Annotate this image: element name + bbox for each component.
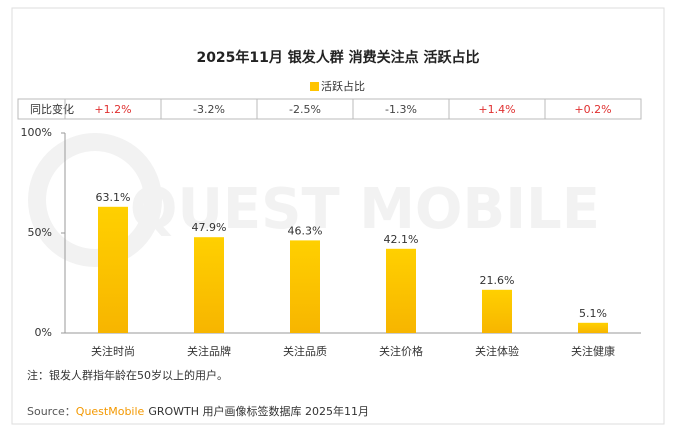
x-tick-label: 关注品牌: [187, 344, 231, 358]
chart-title: 2025年11月 银发人群 消费关注点 活跃占比: [196, 49, 479, 66]
x-tick-label: 关注价格: [379, 344, 423, 358]
watermark-logo: [28, 133, 162, 267]
x-tick-label: 关注体验: [475, 344, 519, 358]
legend-label: 活跃占比: [321, 79, 365, 93]
source-text: GROWTH 用户画像标签数据库 2025年11月: [148, 404, 369, 418]
bar: [98, 206, 128, 333]
note: 注：银发人群指年龄在50岁以上的用户。: [27, 368, 228, 382]
bar: [386, 248, 416, 333]
bar: [578, 322, 608, 333]
frame: [11, 7, 665, 425]
watermark: QUEST MOBILE: [130, 177, 600, 242]
change-value: -2.5%: [289, 103, 321, 116]
change-value: +1.2%: [94, 103, 131, 116]
bar: [290, 240, 320, 333]
y-tick-label: 50%: [28, 226, 52, 239]
source-brand: QuestMobile: [76, 405, 145, 418]
change-value: -1.3%: [385, 103, 417, 116]
y-tick-label: 100%: [21, 126, 52, 139]
change-row: [17, 98, 642, 120]
source-label: Source：: [27, 405, 76, 418]
bar: [482, 289, 512, 333]
value-label: 5.1%: [579, 307, 607, 320]
y-tick-label: 0%: [35, 326, 52, 339]
source: Source：QuestMobile GROWTH 用户画像标签数据库 2025年…: [27, 404, 369, 418]
value-label: 21.6%: [480, 274, 515, 287]
change-value: -3.2%: [193, 103, 225, 116]
legend-swatch: [310, 82, 319, 91]
change-label: 同比变化: [30, 102, 74, 116]
value-label: 47.9%: [192, 221, 227, 234]
value-label: 42.1%: [384, 233, 419, 246]
change-value: +1.4%: [478, 103, 515, 116]
change-value: +0.2%: [574, 103, 611, 116]
bar: [194, 237, 224, 333]
x-tick-label: 关注品质: [283, 344, 327, 358]
x-tick-label: 关注健康: [571, 344, 615, 358]
value-label: 46.3%: [288, 224, 323, 237]
value-label: 63.1%: [96, 191, 131, 204]
x-tick-label: 关注时尚: [91, 344, 135, 358]
